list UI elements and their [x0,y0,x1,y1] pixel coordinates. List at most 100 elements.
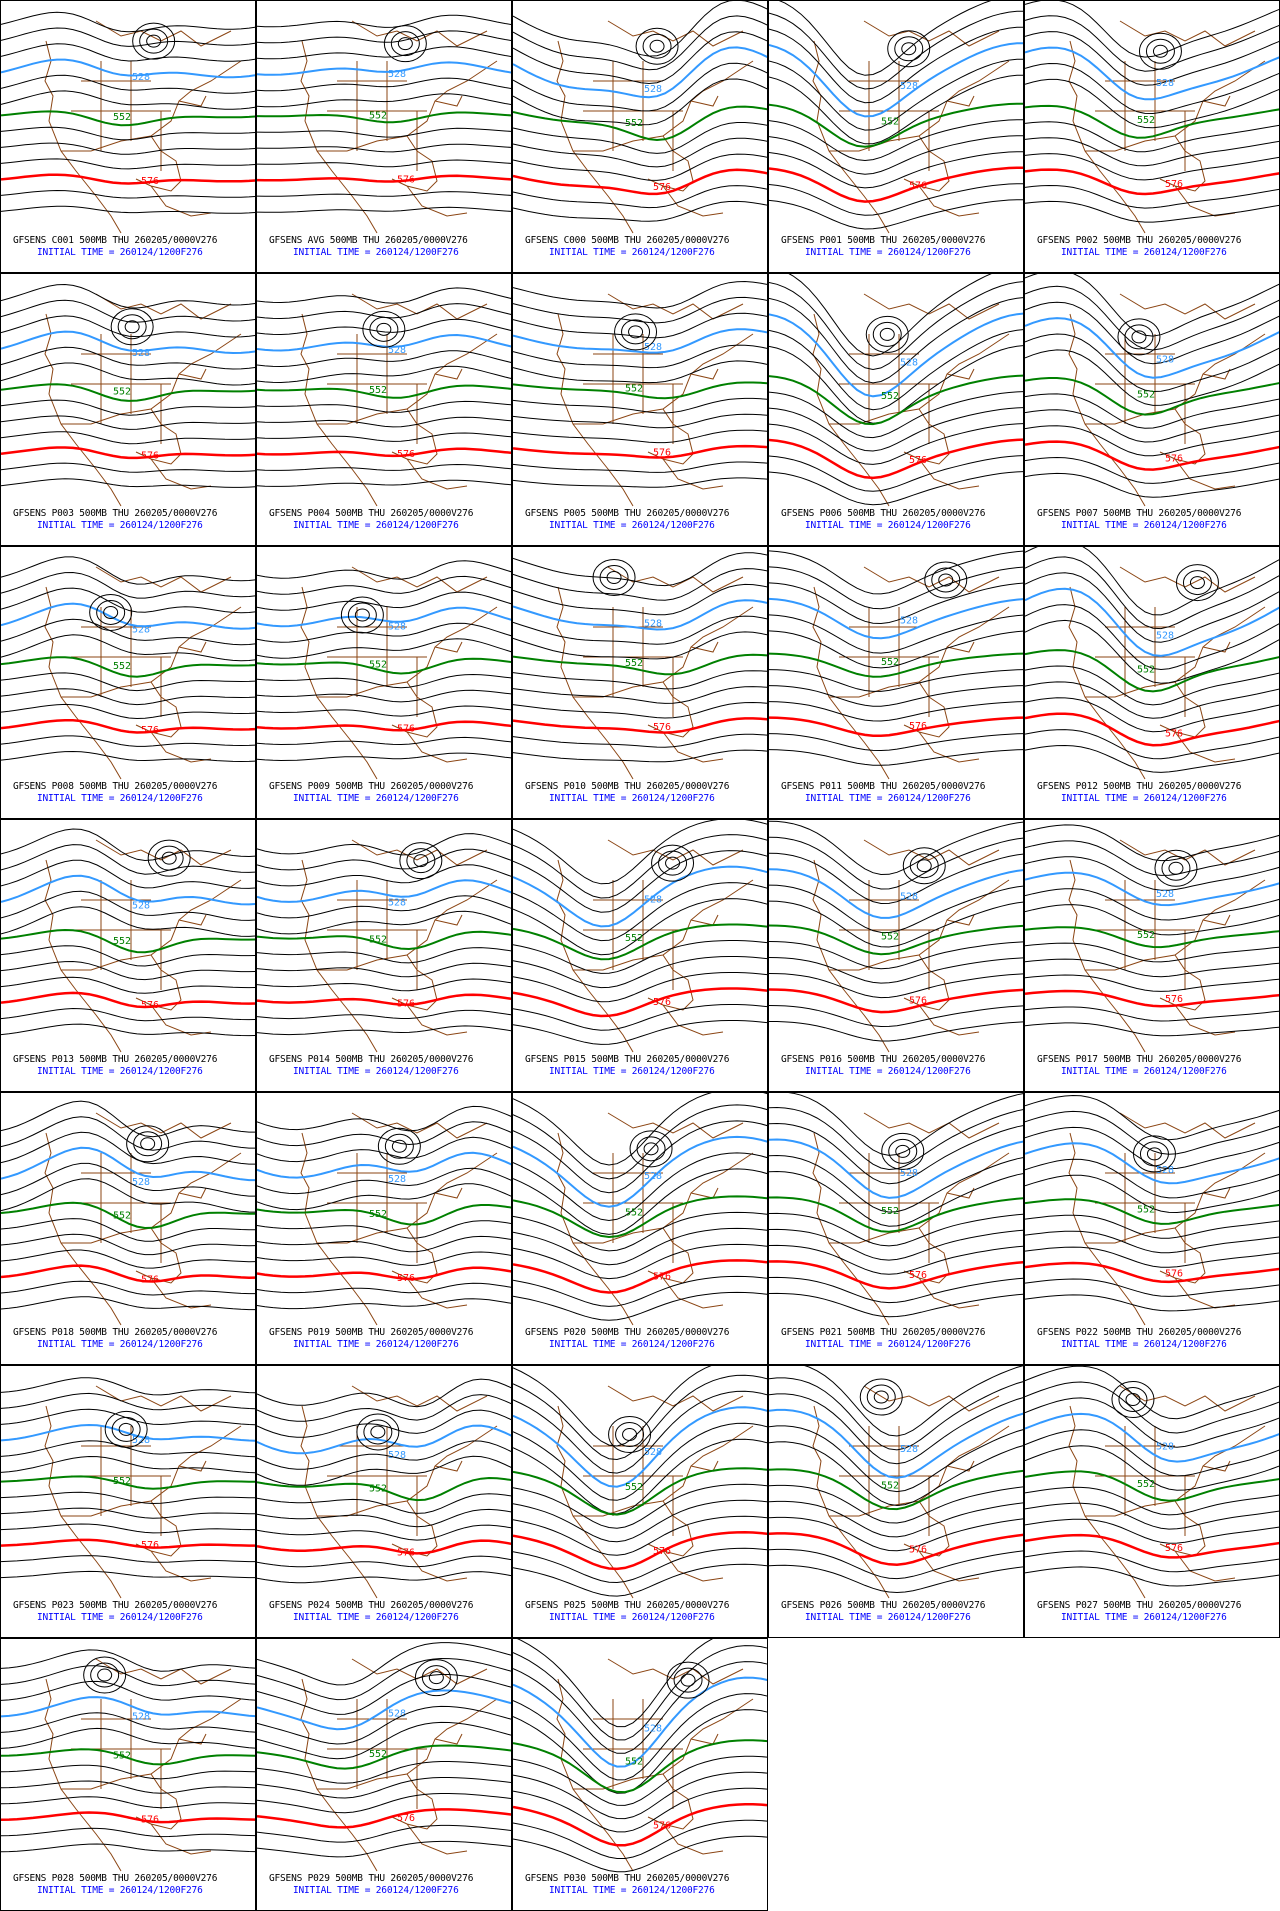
height-contour [257,1394,511,1422]
height-contour [513,1,767,57]
contour-label-528: 528 [132,348,150,359]
closed-height-center [666,1661,710,1699]
contour-label-552: 552 [369,1209,387,1220]
closed-height-center [606,571,622,585]
height-contour-528 [1025,871,1279,907]
height-contour [513,686,767,704]
height-contour-map: 528 552 576 [1,11,255,234]
height-contour [513,122,767,154]
initial-time-label: INITIAL TIME = 260124/1200F276 [549,247,715,258]
height-contour-576 [1025,1261,1279,1284]
height-contour [769,973,1023,999]
height-contour [1025,1366,1279,1420]
height-contour [1,618,255,646]
closed-height-center [649,39,665,53]
height-contour [1,283,255,309]
closed-height-center [680,1673,696,1687]
height-contour-map: 528 552 576 [769,1366,1023,1599]
height-contour-map: 528 552 576 [513,1,767,234]
height-contour [1025,974,1279,992]
height-contour [513,1275,767,1307]
initial-time-label: INITIAL TIME = 260124/1200F276 [549,1885,715,1896]
height-contour-552 [1,928,255,954]
height-contour [257,895,511,919]
panel-title: GFSENS P013 500MB THU 260205/0000V276 [13,1054,218,1065]
height-contour [1025,1214,1279,1239]
height-contour [1025,121,1279,153]
height-contour [257,689,511,703]
height-contour [1,1377,255,1396]
height-contour [257,159,511,168]
height-contour [1,1764,255,1780]
initial-time-label: INITIAL TIME = 260124/1200F276 [549,1339,715,1350]
height-contour-552 [1025,649,1279,693]
height-contour-576 [769,988,1023,1014]
height-contour-528 [257,1151,511,1179]
height-contour [513,1227,767,1266]
ensemble-member-panel: 528 552 576 GFSENS P026 500MB THU 260205/00… [768,1365,1024,1638]
height-contour [1,142,255,155]
height-contour-576 [257,1266,511,1281]
height-contour [1,205,255,214]
height-contour [769,749,1023,766]
height-contour-528 [1,602,255,630]
height-contour [257,705,511,717]
height-contour [1,1712,255,1733]
height-contour [513,1771,767,1820]
initial-time-label: INITIAL TIME = 260124/1200F276 [1061,247,1227,258]
height-contour-528 [1,1696,255,1718]
closed-height-center [1146,1147,1162,1161]
height-contour [257,1571,511,1584]
height-contour-576 [1025,1533,1279,1559]
height-contour-map: 528 552 576 [513,820,767,1053]
contour-label-576: 576 [653,997,671,1008]
height-contour [513,200,767,222]
height-contour [1025,184,1279,209]
height-contour [257,1235,511,1253]
height-contour-576 [1,173,255,185]
contour-label-576: 576 [141,1000,159,1011]
contour-label-552: 552 [881,391,899,402]
height-contour [257,77,511,92]
ensemble-member-panel: 528 552 576 GFSENS P030 500MB THU 260205/00… [512,1638,768,1911]
height-contour [1,1523,255,1534]
height-contour-576 [257,1808,511,1829]
contour-label-576: 576 [1165,728,1183,739]
height-contour-528 [1025,587,1279,657]
height-contour-576 [257,720,511,732]
height-contour [513,1120,767,1194]
height-contour-552 [257,111,511,124]
height-contour [513,568,767,601]
height-contour [1,828,255,862]
height-contour [257,1378,511,1408]
panel-title: GFSENS P020 500MB THU 260205/0000V276 [525,1327,730,1338]
height-contour [513,344,767,369]
height-contour-552 [1025,104,1279,139]
height-contour-552 [257,930,511,951]
height-contour [1,1233,255,1256]
height-contour [1,688,255,706]
height-contour [1025,942,1279,963]
height-contour [804,1366,1023,1437]
height-contour [257,463,511,471]
closed-height-center [146,34,162,48]
height-contour [1025,556,1279,630]
contour-label-552: 552 [625,1207,643,1218]
closed-height-center [397,37,413,51]
height-contour-576 [1025,440,1279,471]
height-contour [257,1136,511,1163]
height-contour-576 [257,993,511,1006]
contour-label-528: 528 [900,357,918,368]
height-contour-552 [257,1744,511,1770]
height-contour [769,1425,1023,1493]
closed-height-center [356,1413,400,1451]
height-contour [1025,1246,1279,1268]
contour-label-576: 576 [1165,1543,1183,1554]
height-contour-map: 528 552 576 [513,1366,767,1599]
height-contour [769,582,1023,625]
closed-height-center [622,1427,638,1441]
height-contour-528 [1,58,255,79]
closed-height-center [1132,1135,1176,1173]
height-contour-map: 528 552 576 [1,1100,255,1326]
contour-label-528: 528 [1156,1165,1174,1176]
